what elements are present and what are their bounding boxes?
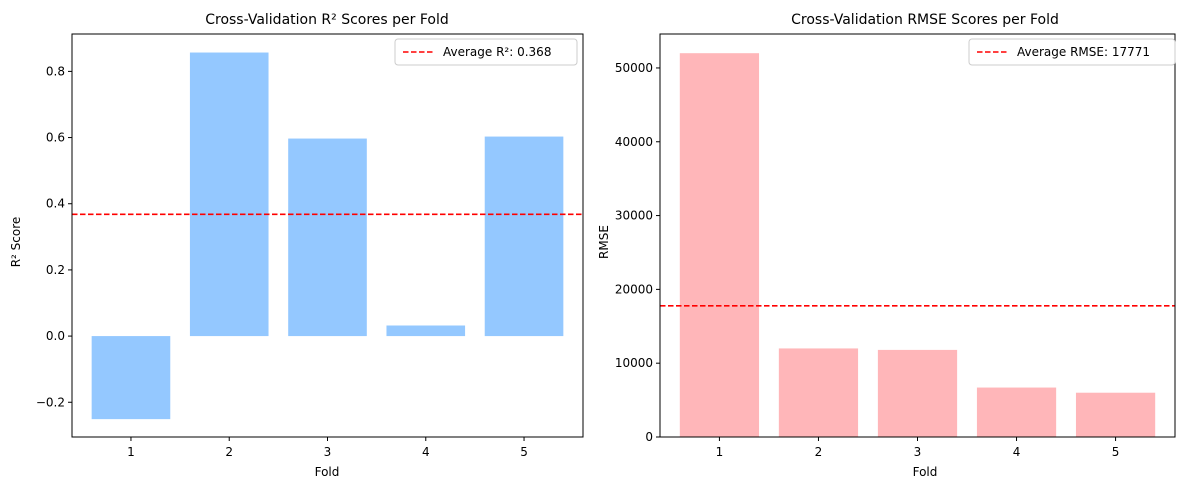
- r2-bar-fold-5: [484, 136, 564, 337]
- r2-y-tick-label: 0.6: [46, 131, 65, 145]
- rmse-x-tick-label: 2: [815, 445, 823, 459]
- r2-y-tick-label: 0.8: [46, 64, 65, 78]
- rmse-y-tick-label: 50000: [615, 61, 653, 75]
- rmse-chart-title: Cross-Validation RMSE Scores per Fold: [791, 12, 1059, 28]
- rmse-x-tick-label: 5: [1112, 445, 1120, 459]
- rmse-bar-fold-4: [976, 387, 1057, 437]
- r2-bar-fold-2: [189, 52, 269, 337]
- rmse-y-tick-label: 30000: [615, 209, 653, 223]
- r2-y-tick-label: 0.2: [46, 263, 65, 277]
- r2-y-tick-label: 0.4: [46, 197, 65, 211]
- r2-x-tick-label: 2: [225, 445, 233, 459]
- rmse-legend-box: [968, 38, 1176, 66]
- r2-bar-fold-1: [91, 336, 171, 420]
- rmse-x-axis: 1 2 3 4 5: [716, 437, 1120, 459]
- r2-x-tick-label: 4: [422, 445, 430, 459]
- rmse-x-tick-label: 3: [914, 445, 922, 459]
- r2-x-axis: 1 2 3 4 5: [127, 437, 528, 459]
- r2-bars: [91, 52, 564, 420]
- r2-bar-fold-3: [288, 138, 367, 337]
- rmse-y-tick-label: 10000: [615, 356, 653, 370]
- rmse-y-axis-label: RMSE: [597, 225, 611, 259]
- r2-y-axis-label: R² Score: [9, 217, 23, 268]
- r2-y-tick-label: 0.0: [46, 329, 65, 343]
- r2-chart: Cross-Validation R² Scores per Fold −0.2…: [9, 12, 584, 479]
- r2-x-tick-label: 3: [324, 445, 332, 459]
- rmse-bar-fold-2: [778, 348, 859, 437]
- rmse-y-tick-label: 20000: [615, 282, 653, 296]
- rmse-chart: Cross-Validation RMSE Scores per Fold 0 1…: [597, 12, 1176, 479]
- rmse-bars: [679, 53, 1156, 437]
- r2-y-tick-label: −0.2: [36, 395, 65, 409]
- r2-bar-fold-4: [386, 325, 466, 337]
- rmse-x-tick-label: 1: [716, 445, 724, 459]
- rmse-bar-fold-3: [877, 349, 958, 437]
- rmse-x-tick-label: 4: [1013, 445, 1021, 459]
- r2-x-tick-label: 1: [127, 445, 135, 459]
- r2-chart-title: Cross-Validation R² Scores per Fold: [205, 12, 449, 28]
- rmse-y-tick-label: 40000: [615, 135, 653, 149]
- r2-x-tick-label: 5: [520, 445, 528, 459]
- rmse-bar-fold-5: [1075, 392, 1156, 437]
- rmse-bar-fold-1: [679, 53, 760, 437]
- rmse-legend: Average RMSE: 17771: [968, 38, 1176, 66]
- r2-legend-box: [394, 38, 578, 66]
- rmse-x-axis-label: Fold: [913, 465, 938, 479]
- rmse-y-tick-label: 0: [645, 430, 653, 444]
- rmse-legend-label: Average RMSE: 17771: [1017, 45, 1150, 59]
- r2-x-axis-label: Fold: [315, 465, 340, 479]
- r2-legend-label: Average R²: 0.368: [443, 45, 551, 59]
- r2-legend: Average R²: 0.368: [394, 38, 578, 66]
- rmse-y-axis: 0 10000 20000 30000 40000 50000: [615, 61, 660, 444]
- r2-y-axis: −0.2 0.0 0.2 0.4 0.6 0.8: [36, 64, 72, 409]
